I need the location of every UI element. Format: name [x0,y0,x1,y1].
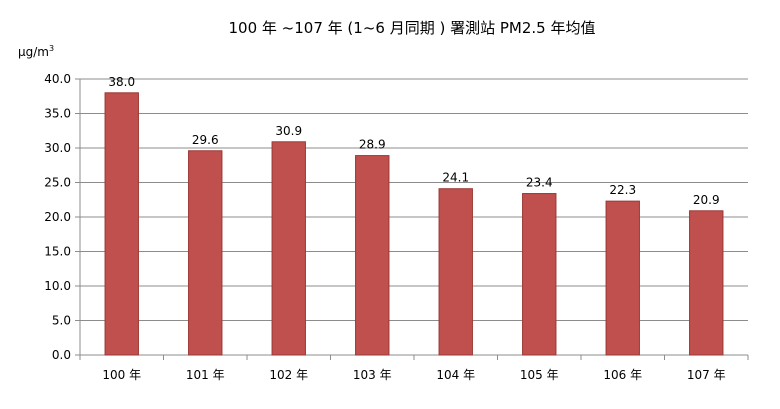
x-tick-label: 105 年 [520,368,559,382]
x-tick-label: 101 年 [186,368,225,382]
unit-label: μg/m3 [18,44,54,59]
x-tick-label: 104 年 [436,368,475,382]
data-label: 24.1 [442,171,469,185]
x-tick-label: 103 年 [353,368,392,382]
bar-8 [689,210,724,356]
y-tick-label: 25.0 [44,176,71,190]
unit-base: μg/m [18,45,49,59]
x-tick-label: 107 年 [687,368,726,382]
y-tick-label: 5.0 [52,314,71,328]
x-tick-label: 100 年 [102,368,141,382]
y-tick-label: 40.0 [44,72,71,86]
x-tick-label: 106 年 [603,368,642,382]
data-label: 38.0 [108,75,135,89]
y-tick-label: 0.0 [52,348,71,362]
y-tick-label: 30.0 [44,141,71,155]
data-label: 30.9 [275,124,302,138]
data-label: 28.9 [359,138,386,152]
unit-superscript: 3 [49,44,54,53]
bar-7 [605,200,640,356]
y-tick-label: 35.0 [44,107,71,121]
bar-6 [522,193,557,356]
data-label: 29.6 [192,133,219,147]
y-tick-label: 20.0 [44,210,71,224]
y-tick-label: 15.0 [44,245,71,259]
data-label: 20.9 [693,193,720,207]
data-label: 22.3 [609,183,636,197]
plot-area: 0.0 5.0 10.0 15.0 20.0 25.0 30.0 35.0 40.0 38.0 10… [44,72,749,382]
chart-title: 100 年 ~107 年 (1~6 月同期 ) 署測站 PM2.5 年均值 [229,19,596,37]
bar-1 [104,92,139,356]
bar-4 [355,155,390,356]
bar-2 [188,150,223,356]
data-label: 23.4 [526,176,553,190]
x-tick-label: 102 年 [269,368,308,382]
bar-5 [438,188,473,356]
bar-3 [271,141,306,356]
y-tick-label: 10.0 [44,279,71,293]
